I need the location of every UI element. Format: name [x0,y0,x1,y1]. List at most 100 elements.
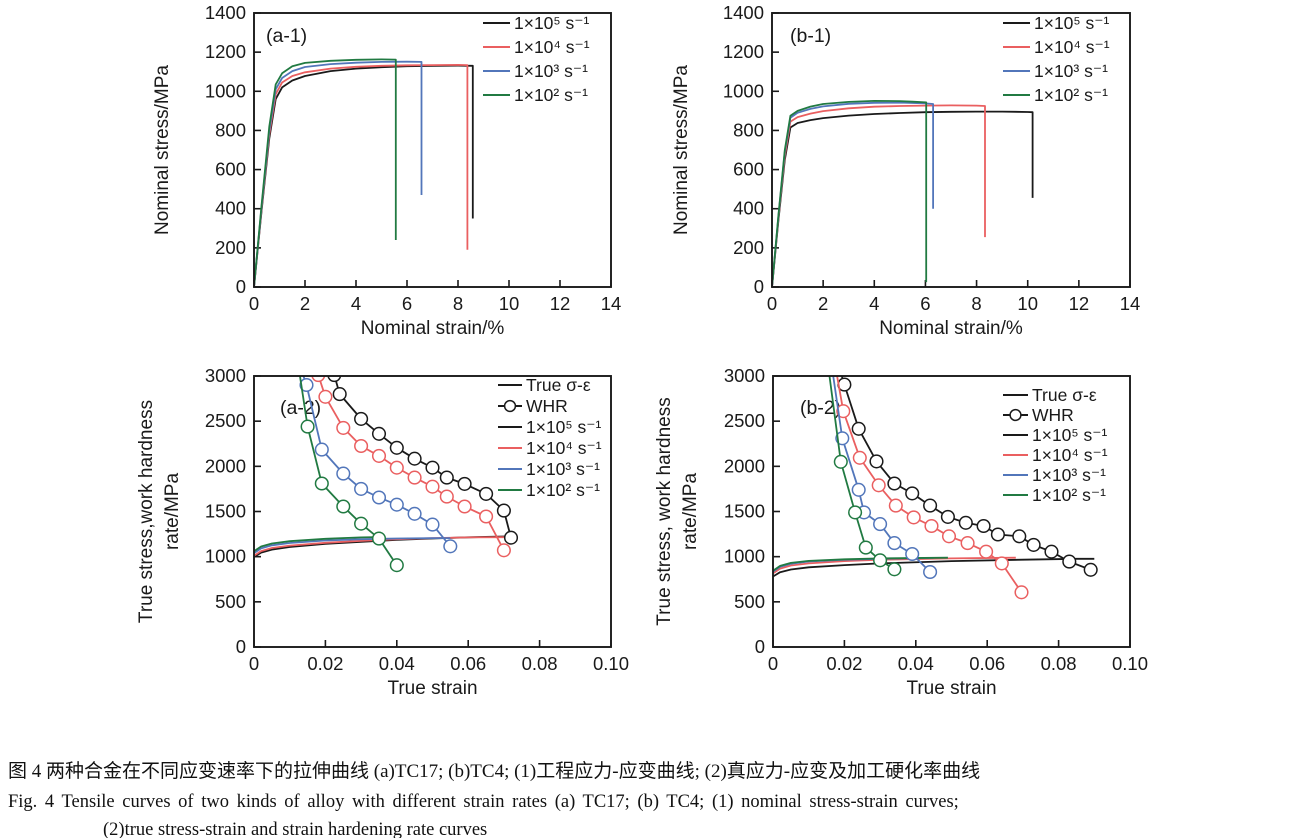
whr-marker [439,470,454,485]
whr-marker [906,510,921,525]
caption-english-line2: (2)true stress-strain and strain hardeni… [103,820,488,838]
whr-marker [822,361,835,374]
x-tick-label: 12 [1069,293,1090,314]
whr-marker [425,517,440,532]
series-line [772,110,1034,287]
whr-marker [354,438,369,454]
x-tick-label: 0 [767,293,777,314]
y-axis-title: Nominal stress/MPa [671,65,692,235]
whr-marker [888,498,903,513]
y-tick-label: 3000 [724,365,765,386]
series-line [254,537,451,554]
x-tick-label: 8 [971,293,981,314]
x-tick-label: 12 [550,293,571,314]
whr-marker [496,503,511,518]
whr-marker [829,361,842,374]
caption-chinese: 图 4 两种合金在不同应变速率下的拉伸曲线 (a)TC17; (b)TC4; (… [8,761,981,782]
whr-marker [858,540,873,555]
legend-sample-marker [503,399,517,413]
x-tick-label: 0 [768,653,778,674]
y-tick-label: 500 [734,591,765,612]
x-tick-label: 6 [402,293,412,314]
y-tick-label: 1200 [205,41,246,62]
whr-marker [292,361,305,374]
y-tick-label: 0 [236,636,246,657]
plot-frame [772,375,1131,648]
whr-marker [354,481,369,496]
chart-a1: 0 2 4 6 8 10 12 14 0 200 400 600 800 1000 1200 1400 Nomi… [152,2,621,339]
whr-marker [826,361,839,374]
y-tick-label: 1500 [724,501,765,522]
x-axis-title: True strain [906,678,996,699]
whr-marker [1044,544,1059,559]
legend-label: 1×10⁴ s⁻¹ [514,37,590,57]
y-tick-label: 1000 [723,80,764,101]
plot-frame [253,375,612,648]
whr-marker [990,527,1005,542]
legend-label: 1×10² s⁻¹ [1032,485,1106,505]
y-tick-label: 1200 [723,41,764,62]
series-group [254,361,519,573]
x-tick-label: 0.06 [969,653,1005,674]
y-tick-label: 400 [733,198,764,219]
whr-marker [851,421,866,436]
series-line [772,101,934,287]
y-tick-label: 1400 [723,2,764,23]
legend-label: 1×10⁴ s⁻¹ [1034,37,1110,57]
y-tick-label: 800 [733,119,764,140]
x-tick-label: 0 [249,293,259,314]
x-tick-label: 14 [601,293,622,314]
legend-label: 1×10³ s⁻¹ [526,459,600,479]
whr-marker [833,361,846,374]
whr-marker [332,387,347,402]
x-tick-label: 0.10 [1112,653,1148,674]
whr-marker [443,539,458,554]
series-line [772,100,928,287]
legend-label: True σ-ε [1032,385,1097,405]
legend-label: 1×10⁴ s⁻¹ [1032,445,1108,465]
whr-marker [314,476,329,491]
y-axis-title: Nominal stress/MPa [152,65,173,235]
legend-label: 1×10⁵ s⁻¹ [1034,13,1110,33]
chart-b2: 0 0.02 0.04 0.06 0.08 0.10 0 500 1000 1500 2000 250… [654,361,1148,699]
caption-english-line1: Fig. 4 Tensile curves of two kinds of al… [8,792,959,812]
legend-label: 1×10⁵ s⁻¹ [1032,425,1108,445]
x-tick-label: 0.10 [593,653,629,674]
y-tick-label: 1400 [205,2,246,23]
whr-marker [958,515,973,530]
legend-label: 1×10² s⁻¹ [526,480,600,500]
panel-label: (b-2) [800,397,841,419]
chart-b1: 0 2 4 6 8 10 12 14 0 200 400 600 800 1000 1200 1400 Nomi… [671,2,1140,339]
y-tick-label: 600 [733,159,764,180]
y-tick-label: 2000 [724,455,765,476]
x-tick-label: 2 [300,293,310,314]
whr-marker [425,479,440,494]
y-tick-label: 0 [236,276,246,297]
panel-label: (b-1) [790,25,831,47]
whr-marker [300,419,315,434]
panel-label: (a-2) [280,397,321,419]
whr-marker [923,564,938,580]
x-tick-label: 4 [351,293,361,314]
whr-marker [354,411,369,426]
series-line [840,376,1092,571]
whr-marker [336,420,351,435]
whr-marker [496,543,511,558]
whr-marker [299,377,314,393]
whr-marker [851,482,866,497]
whr-marker [979,544,994,559]
whr-marker [905,486,920,501]
whr-marker [314,442,329,457]
legend-label: WHR [1032,405,1074,425]
whr-marker [371,448,387,463]
x-tick-label: 0.02 [826,653,862,674]
y-tick-label: 1000 [205,80,246,101]
y-tick-label: 0 [755,636,765,657]
legend-label: 1×10² s⁻¹ [1034,85,1108,105]
series-line [773,557,1095,578]
plot-frame [771,12,1131,288]
whr-marker [389,497,404,512]
series-line [832,376,931,573]
series-group [772,100,1034,287]
